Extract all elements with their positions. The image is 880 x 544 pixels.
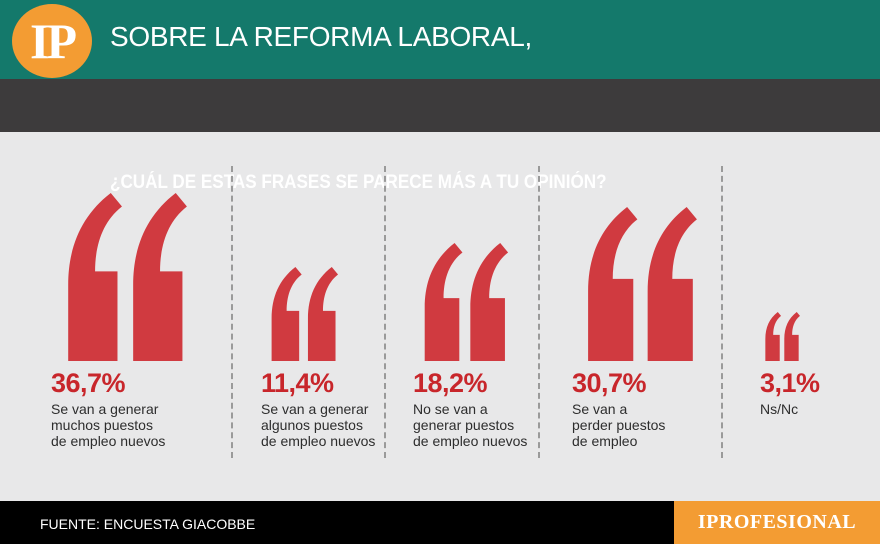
source-note: FUENTE: ENCUESTA GIACOBBE — [40, 516, 256, 532]
value-label-4: 30,7% — [572, 368, 647, 398]
category-label-line: de empleo — [572, 433, 638, 449]
category-label-4: Se van a perder puestos de empleo — [572, 401, 732, 449]
category-label-line: generar puestos — [413, 417, 515, 433]
value-label-1: 36,7% — [51, 368, 126, 398]
category-label-2: Se van a generar algunos puestos de empleo… — [261, 401, 421, 449]
quote-mark-5 — [764, 312, 800, 361]
category-label-line: muchos puestos — [51, 417, 153, 433]
category-label-line: perder puestos — [572, 417, 666, 433]
quote-mark-3 — [424, 243, 509, 361]
category-label-line: algunos puestos — [261, 417, 363, 433]
header-bar: IP SOBRE LA REFORMA LABORAL, — [0, 0, 880, 79]
category-label-3: No se van a generar puestos de empleo nuev… — [413, 401, 573, 449]
category-label-line: Se van a — [572, 401, 628, 417]
page-subtitle: ¿CUÁL DE ESTAS FRASES SE PARECE MÁS A TU… — [110, 172, 607, 193]
value-label-3: 18,2% — [413, 368, 488, 398]
quote-mark-2 — [271, 267, 338, 361]
category-label-5: Ns/Nc — [760, 401, 880, 417]
category-label-line: Se van a generar — [51, 401, 159, 417]
value-label-2: 11,4% — [261, 368, 334, 398]
quote-mark-1 — [68, 193, 187, 361]
value-label-5: 3,1% — [760, 368, 820, 398]
category-label-line: Ns/Nc — [760, 401, 799, 417]
page-title: SOBRE LA REFORMA LABORAL, — [110, 21, 532, 52]
category-label-line: Se van a generar — [261, 401, 369, 417]
ip-logo: IP — [12, 4, 92, 78]
quote-mark-4 — [588, 207, 697, 361]
column-divider — [538, 166, 540, 458]
column-divider — [231, 166, 233, 458]
footer-bar: FUENTE: ENCUESTA GIACOBBE IPROFESIONAL — [0, 501, 880, 544]
category-label-line: No se van a — [413, 401, 488, 417]
category-label-line: de empleo nuevos — [51, 433, 166, 449]
column-divider — [721, 166, 723, 458]
category-label-line: de empleo nuevos — [413, 433, 528, 449]
category-label-1: Se van a generar muchos puestos de empleo … — [51, 401, 211, 449]
brand-logo: IPROFESIONAL — [674, 501, 880, 544]
column-divider — [384, 166, 386, 458]
category-label-line: de empleo nuevos — [261, 433, 376, 449]
subtitle-bar: ¿CUÁL DE ESTAS FRASES SE PARECE MÁS A TU… — [0, 79, 880, 193]
